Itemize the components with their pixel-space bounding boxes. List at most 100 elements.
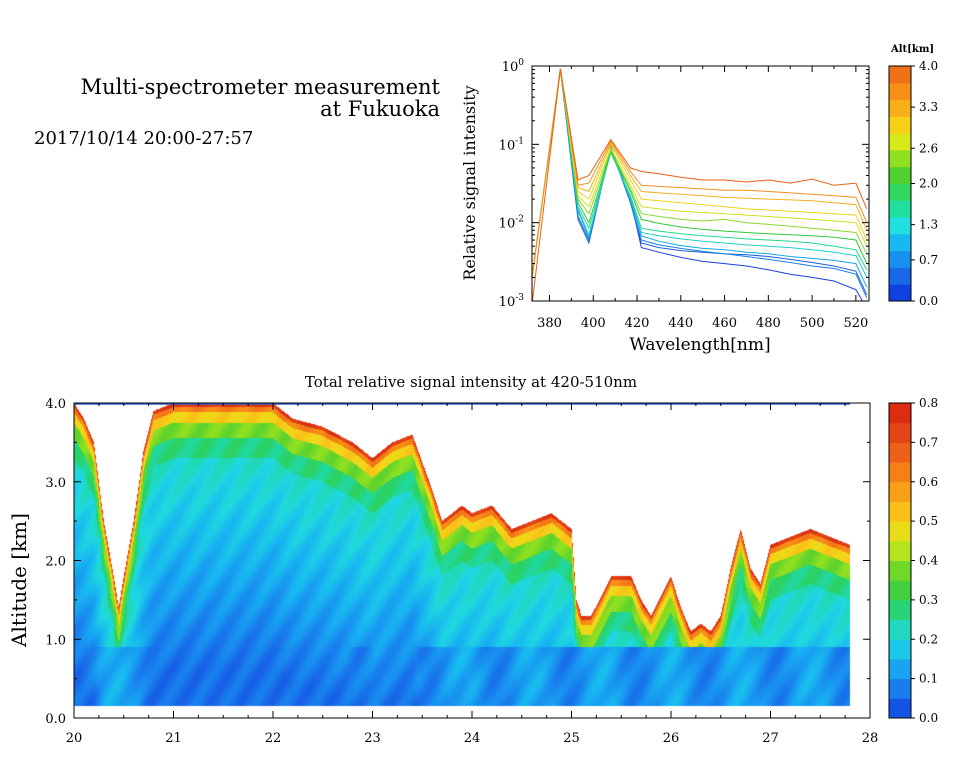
intensity-colorbar-bin [889, 639, 911, 660]
intensity-colorbar-label: 0.7 [919, 435, 938, 449]
spectrum-x-tick-label: 380 [537, 316, 562, 331]
spectrum-y-tick-label: 10-1 [499, 136, 524, 153]
heatmap-x-tick-label: 20 [66, 731, 83, 746]
intensity-colorbar-label: 0.6 [919, 475, 938, 489]
spectrum-series-line [532, 68, 868, 278]
altitude-colorbar: 0.0 0.7 1.3 2.0 2.6 3.3 4.0 [888, 59, 938, 308]
altitude-colorbar-bin [889, 99, 911, 117]
heatmap-x-tick-label: 27 [762, 731, 779, 746]
heatmap-x-tick-label: 28 [862, 731, 879, 746]
intensity-colorbar-bin [889, 658, 911, 680]
measurement-period: 2017/10/14 20:00-27:57 [34, 128, 254, 149]
spectrum-series-line [532, 68, 868, 278]
intensity-colorbar-bin [889, 599, 911, 621]
altitude-colorbar-bin [889, 183, 911, 201]
spectrum-y-tick-label: 100 [502, 58, 525, 75]
altitude-colorbar-label: 2.0 [919, 177, 938, 191]
intensity-colorbar-bin [889, 580, 911, 601]
spectrum-series-group [532, 68, 868, 301]
spectrum-x-tick-label: 420 [625, 316, 650, 331]
heatmap-x-tick-label: 25 [563, 731, 580, 746]
altitude-colorbar-bin [889, 250, 911, 268]
spectrum-y-ticks: 10-3 10-2 10-1 100 [499, 58, 869, 310]
intensity-colorbar-bin [889, 442, 911, 463]
spectrum-x-tick-label: 520 [843, 316, 868, 331]
heatmap-y-ticks: 0.0 1.0 2.0 3.0 4.0 [45, 397, 870, 727]
spectrum-series-line [532, 68, 868, 278]
intensity-colorbar-bin [889, 462, 911, 483]
heatmap-image [74, 403, 870, 718]
spectrum-series-line [532, 68, 868, 299]
heatmap-y-tick-label: 0.0 [45, 712, 66, 727]
intensity-colorbar-label: 0.1 [919, 672, 938, 686]
intensity-colorbar-label: 0.0 [919, 711, 938, 725]
heatmap-y-tick-label: 1.0 [45, 633, 66, 648]
spectrum-y-tick-label: 10-2 [499, 215, 524, 232]
spectrum-x-tick-label: 480 [756, 316, 781, 331]
intensity-colorbar-bin [889, 501, 911, 522]
heatmap-y-tick-label: 3.0 [45, 476, 66, 491]
altitude-colorbar-label: 0.0 [919, 294, 938, 308]
heatmap-x-ticks: 20 21 22 23 24 25 26 27 28 [66, 403, 879, 746]
heatmap-x-tick-label: 24 [464, 731, 481, 746]
intensity-colorbar-label: 0.8 [919, 396, 938, 410]
intensity-heatmap: Total relative signal intensity at 420-5… [7, 373, 938, 746]
spectrum-x-axis-label: Wavelength[nm] [629, 335, 770, 355]
altitude-colorbar-label: 3.3 [919, 100, 938, 114]
altitude-colorbar-bin [889, 217, 911, 235]
intensity-colorbar-bin [889, 619, 911, 640]
spectrum-series-line [532, 68, 868, 278]
spectrum-series-line [532, 68, 868, 278]
altitude-colorbar-bin [889, 66, 911, 84]
spectrum-series-line [532, 68, 868, 278]
intensity-colorbar-bin [889, 560, 911, 581]
heatmap-x-tick-label: 22 [265, 731, 282, 746]
altitude-colorbar-bin [889, 133, 911, 151]
spectrum-series-line [532, 68, 868, 278]
spectrum-series-line [532, 68, 868, 301]
spectrum-series-line [532, 68, 868, 288]
altitude-colorbar-bin [889, 200, 911, 218]
intensity-colorbar: 0.0 0.1 0.2 0.3 0.4 0.5 0.6 0.7 0.8 [888, 396, 938, 725]
altitude-colorbar-bin [889, 116, 911, 134]
heatmap-cells [74, 403, 870, 718]
spectrum-x-tick-label: 440 [668, 316, 693, 331]
altitude-colorbar-bin [889, 267, 911, 285]
intensity-colorbar-label: 0.4 [919, 554, 938, 568]
intensity-colorbar-bin [889, 678, 911, 699]
intensity-colorbar-bin [889, 481, 911, 502]
heatmap-y-tick-label: 4.0 [45, 397, 66, 412]
intensity-colorbar-bin [889, 540, 911, 561]
altitude-colorbar-label: 2.6 [919, 141, 938, 155]
spectrum-plot-frame [531, 65, 870, 302]
altitude-colorbar-bin [889, 284, 911, 302]
spectrum-x-ticks: 380 400 420 440 460 480 500 520 [537, 66, 868, 331]
altitude-colorbar-label: 1.3 [919, 218, 938, 232]
intensity-colorbar-bin [889, 403, 911, 424]
title-line-1: Multi-spectrometer measurement [80, 75, 440, 99]
spectrum-y-axis-label: Relative signal intensity [460, 85, 479, 280]
altitude-colorbar-label: 4.0 [919, 59, 938, 73]
title-line-2: at Fukuoka [320, 97, 440, 121]
intensity-colorbar-label: 0.2 [919, 632, 938, 646]
heatmap-x-tick-label: 21 [165, 731, 182, 746]
spectrum-x-tick-label: 460 [712, 316, 737, 331]
spectrum-series-line [532, 68, 868, 296]
spectrum-x-tick-label: 400 [581, 316, 606, 331]
intensity-colorbar-bin [889, 698, 911, 719]
spectrum-x-tick-label: 500 [800, 316, 825, 331]
spectrum-series-line [532, 68, 868, 278]
heatmap-x-tick-label: 23 [364, 731, 381, 746]
heatmap-title: Total relative signal intensity at 420-5… [305, 373, 637, 391]
heatmap-y-tick-label: 2.0 [45, 555, 66, 570]
altitude-colorbar-bin [889, 149, 911, 168]
altitude-colorbar-bin [889, 233, 911, 252]
altitude-colorbar-bin [889, 166, 911, 184]
intensity-colorbar-label: 0.5 [919, 514, 938, 528]
intensity-colorbar-bin [889, 521, 911, 542]
spectrum-y-tick-label: 10-3 [499, 293, 525, 310]
intensity-colorbar-bin [889, 422, 911, 443]
altitude-colorbar-title: Alt[km] [890, 44, 934, 55]
intensity-colorbar-label: 0.3 [919, 593, 938, 607]
